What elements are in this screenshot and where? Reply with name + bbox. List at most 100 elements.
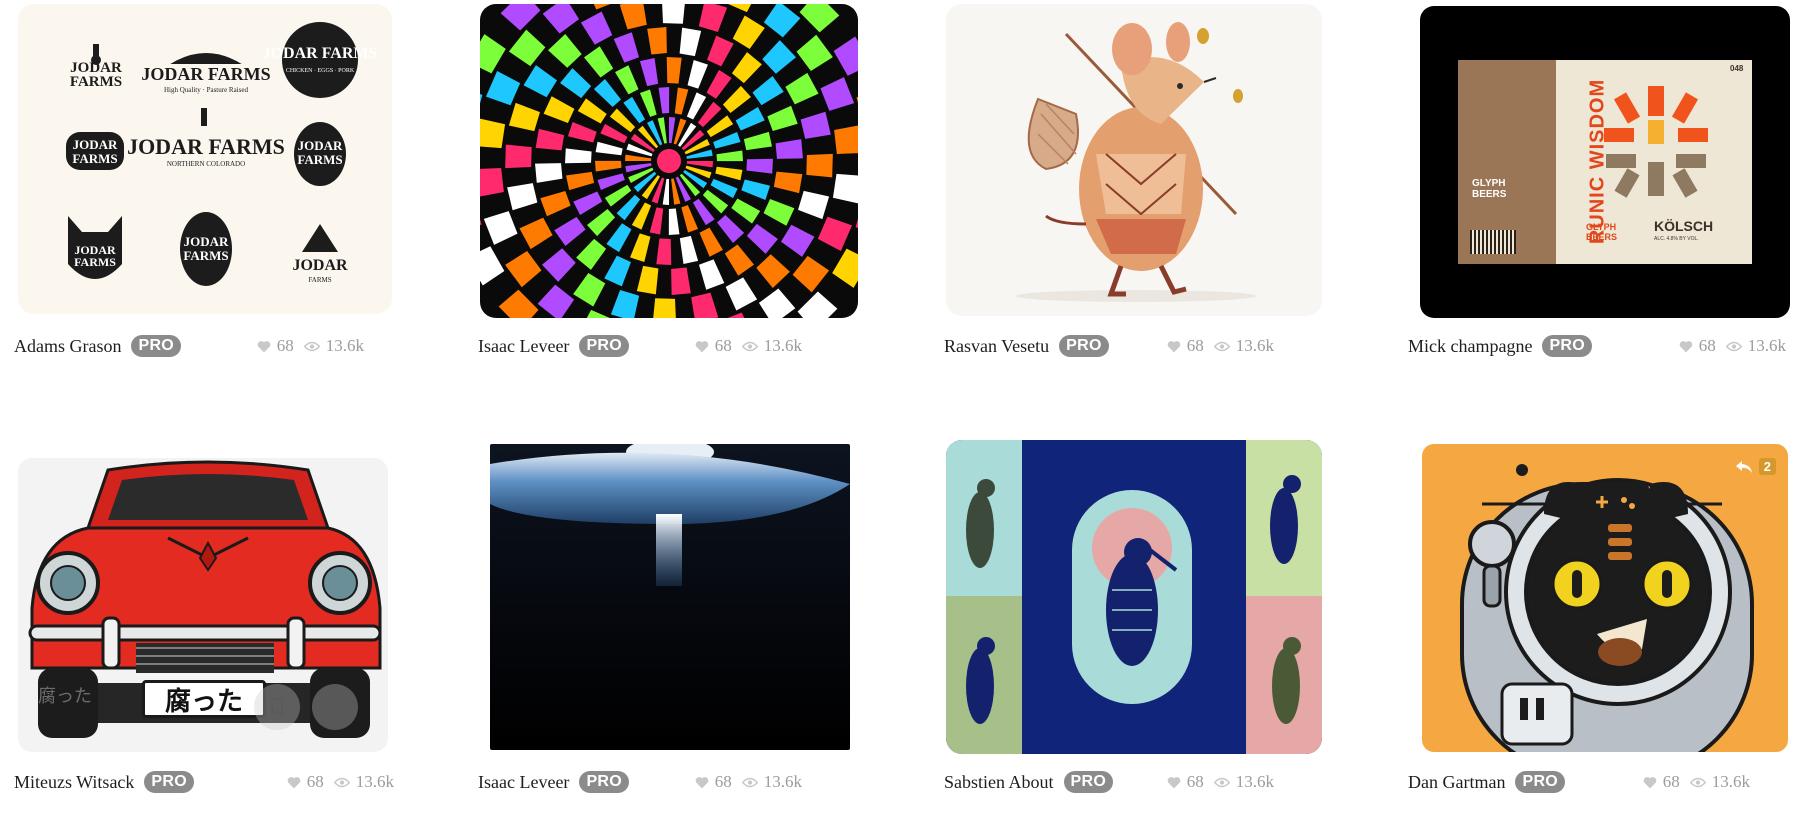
mandala-segment (595, 141, 623, 156)
shot-stats: 68 13.6k (257, 336, 394, 356)
mandala-segment (587, 209, 616, 237)
like-stat[interactable]: 68 (1679, 336, 1716, 356)
shot-thumbnail-woodpeckers[interactable] (946, 440, 1322, 754)
mandala-segment (597, 173, 625, 191)
mandala-segment (583, 46, 614, 78)
mandala-segment (535, 163, 563, 183)
astronaut-cat-artwork (1460, 464, 1754, 752)
mandala-segment (523, 65, 558, 98)
mandala-segment (537, 284, 575, 318)
like-stat[interactable]: 68 (1167, 772, 1204, 792)
author-name[interactable]: Dan Gartman (1408, 771, 1506, 792)
mandala-segment (576, 238, 607, 270)
eye-icon (1213, 777, 1230, 787)
views-stat: 13.6k (303, 336, 364, 356)
like-stat[interactable]: 68 (1167, 336, 1204, 356)
mandala-segment (692, 198, 715, 226)
shot-thumbnail-farm-logos[interactable]: JODAR FARMS JODAR FARMS High Quality · Pa… (18, 4, 392, 314)
mandala-segment (560, 68, 592, 99)
like-stat[interactable]: 68 (695, 772, 732, 792)
shot-thumbnail-mandala[interactable] (480, 4, 858, 318)
mandala-segment (707, 35, 734, 67)
pro-badge: PRO (1515, 771, 1566, 793)
shot-thumbnail-red-car[interactable]: 腐った 腐った (18, 458, 388, 752)
author-name[interactable]: Mick champagne (1408, 335, 1533, 356)
views-stat: 13.6k (741, 772, 802, 792)
author-name[interactable]: Rasvan Vesetu (944, 335, 1050, 356)
shot-stats: 68 13.6k (1679, 336, 1788, 356)
mandala-segment (630, 233, 651, 263)
mandala-segment (678, 122, 697, 147)
eye-icon (741, 777, 758, 787)
like-button[interactable] (312, 684, 358, 730)
mandala-segment (686, 92, 707, 120)
mandala-segment (855, 218, 858, 228)
mandala-segment (675, 176, 691, 202)
mandala-segment (639, 89, 657, 117)
pro-badge: PRO (579, 335, 630, 357)
mandala-segment (633, 171, 657, 193)
author-name[interactable]: Isaac Leveer (478, 335, 570, 356)
save-button[interactable] (254, 684, 300, 730)
mandala-segment (706, 115, 734, 138)
view-count: 13.6k (1747, 336, 1786, 355)
reply-icon (1735, 460, 1752, 473)
like-stat[interactable]: 68 (257, 336, 294, 356)
like-stat[interactable]: 68 (287, 772, 324, 792)
mandala-segment (724, 244, 755, 276)
like-count: 68 (1186, 336, 1204, 355)
mandala-segment (698, 259, 725, 290)
reply-badge[interactable]: 2 (1735, 458, 1776, 475)
mandala-segment (631, 202, 652, 230)
mandala-artwork (480, 4, 858, 318)
shot-meta: Isaac Leveer PRO 68 13.6k (478, 331, 858, 361)
shot-meta: Mick champagne PRO 68 13.6k (1408, 331, 1788, 361)
mandala-segment (505, 250, 542, 288)
shot-thumbnail-mouse[interactable] (946, 4, 1322, 316)
mandala-segment (856, 96, 858, 104)
mandala-segment (656, 238, 672, 265)
view-count: 13.6k (763, 772, 802, 791)
mandala-segment (735, 107, 765, 131)
mandala-segment (480, 246, 505, 286)
eye-icon (741, 341, 758, 351)
mandala-center (657, 149, 681, 173)
woodpecker-artwork (946, 440, 1322, 754)
mandala-segment (567, 122, 597, 143)
svg-text:FARMS: FARMS (70, 74, 122, 90)
svg-text:NORTHERN COLORADO: NORTHERN COLORADO (167, 160, 245, 168)
author-name[interactable]: Adams Grason (14, 335, 122, 356)
pro-badge: PRO (1063, 771, 1114, 793)
mandala-segment (763, 4, 801, 38)
shot-thumbnail-ufo[interactable] (490, 444, 850, 750)
like-stat[interactable]: 68 (1643, 772, 1680, 792)
shot-thumbnail-astronaut-cat[interactable]: 2 (1422, 444, 1788, 752)
mandala-segment (806, 153, 833, 178)
author-name[interactable]: Isaac Leveer (478, 771, 570, 792)
mandala-segment (647, 27, 667, 55)
mandala-segment (600, 123, 628, 144)
author-name[interactable]: Sabstien About (944, 771, 1054, 792)
like-count: 68 (1662, 772, 1680, 791)
svg-text:FARMS: FARMS (72, 151, 117, 166)
svg-text:JODAR: JODAR (74, 243, 116, 257)
heart-icon (287, 776, 301, 788)
mandala-segment (649, 207, 664, 235)
reply-count: 2 (1758, 458, 1776, 475)
mandala-segment (593, 79, 621, 108)
like-stat[interactable]: 68 (695, 336, 732, 356)
sun-emblem-icon (1604, 86, 1708, 198)
mandala-segment (636, 265, 659, 295)
mandala-segment (732, 15, 765, 50)
author-name[interactable]: Miteuzs Witsack (14, 771, 135, 792)
view-count: 13.6k (325, 336, 364, 355)
like-count: 68 (1186, 772, 1204, 791)
mandala-segment (548, 33, 582, 68)
mandala-segment (796, 34, 833, 72)
shot-meta: Miteuzs Witsack PRO 68 13.6k (14, 767, 394, 797)
mandala-segment (651, 177, 665, 204)
mandala-segment (698, 4, 728, 32)
mandala-segment (586, 309, 610, 318)
shot-thumbnail-beer-label[interactable]: GLYPH BEERS RUNIC WISDOM (1420, 6, 1790, 318)
pro-badge: PRO (579, 771, 630, 793)
